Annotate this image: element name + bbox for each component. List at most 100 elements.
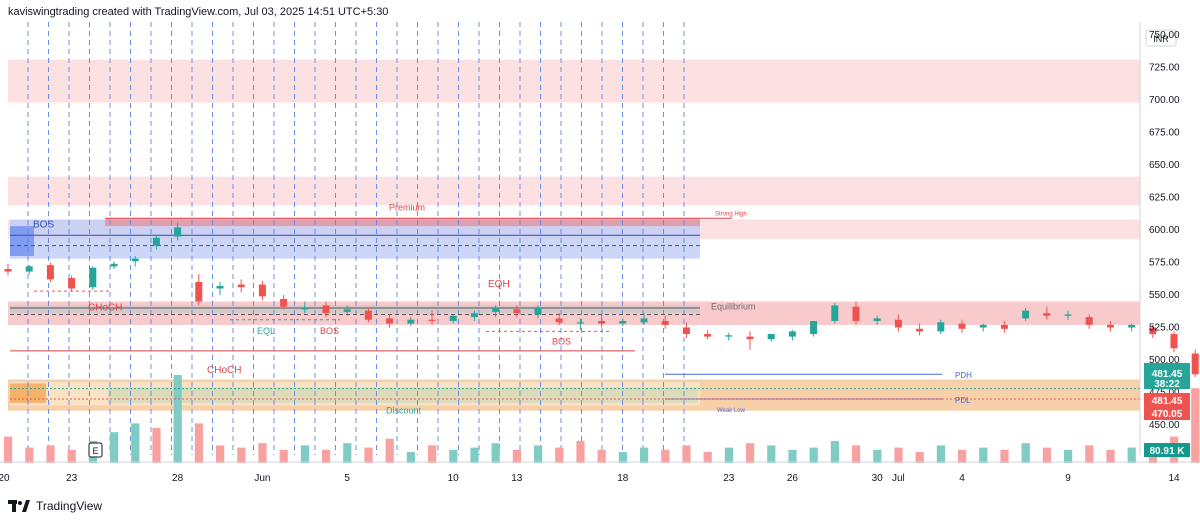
candle-body-44 [937,322,945,332]
currency-box [1145,29,1177,47]
date-tick-14: 14 [1168,473,1180,484]
price-tick-0: 750.00 [1149,30,1180,41]
currency-label: INR [1153,34,1169,44]
volume-bar-13 [279,449,288,463]
price-chart[interactable]: Premium Strong High BOS EQH CHoCH Equilibrium… [0,0,1200,495]
volume-bar-27 [576,441,585,463]
date-tick-12: 4 [959,473,965,484]
candle-body-28 [598,321,606,324]
candle-body-16 [343,309,351,312]
date-tick-3: Jun [254,473,270,484]
candle-body-20 [428,319,436,321]
date-tick-6: 13 [511,473,523,484]
candle-body-32 [682,327,690,334]
earnings-marker-icon [88,442,103,458]
price-tick-1: 725.00 [1149,63,1180,74]
candle-body-15 [322,305,330,314]
candles-layer [4,222,1199,377]
label-discount: Discount [386,405,422,415]
date-tick-11: Jul [892,473,905,484]
footer: TradingView [8,497,102,515]
zone-premium-1 [8,176,1140,206]
candle-body-24 [513,309,521,314]
candle-body-5 [110,263,118,267]
volume-bar-3 [67,449,76,463]
candle-body-51 [1085,317,1093,325]
price-tag-pdh: 481.45 [1152,396,1183,407]
candle-body-30 [640,318,648,323]
volume-bar-45 [958,449,967,463]
candle-body-53 [1128,324,1136,328]
annotation-labels: Premium Strong High BOS EQH CHoCH Equilibrium… [33,203,972,458]
price-tick-12: 450.00 [1149,420,1180,431]
volume-bar-17 [364,447,373,463]
label-choch2: CHoCH [207,365,241,376]
price-tick-3: 675.00 [1149,128,1180,139]
grid-layer [27,22,685,455]
volume-bar-2 [46,445,55,463]
volume-bar-39 [830,441,839,463]
volume-bar-10 [216,445,225,463]
candle-body-14 [301,308,309,310]
date-tick-5: 10 [448,473,460,484]
price-tick-9: 525.00 [1149,323,1180,334]
volume-bar-11 [237,447,246,463]
candle-body-55 [1170,334,1178,349]
label-choch1: CHoCH [88,303,122,314]
volume-bar-15 [322,449,331,463]
price-tag-pdl-bg [1144,406,1190,420]
volume-bar-56 [1191,388,1200,463]
candle-body-29 [619,321,627,324]
candle-body-35 [746,336,754,340]
zone-equilibrium-3 [8,301,1140,325]
volume-bar-12 [258,443,267,463]
volume-bar-24 [512,449,521,463]
volume-bar-20 [428,445,437,463]
price-tick-2: 700.00 [1149,95,1180,106]
candle-body-31 [661,321,669,325]
candle-body-18 [386,318,394,324]
price-tick-4: 650.00 [1149,160,1180,171]
candle-body-2 [46,265,54,280]
candle-body-45 [958,323,966,329]
label-bos1: BOS [33,219,54,230]
label-pdh: PDH [955,371,972,380]
volume-bar-53 [1127,447,1136,463]
order-block-origin [10,226,34,256]
volume-bar-33 [703,452,712,463]
volume-bar-29 [618,452,627,463]
price-tag-volume-bg [1144,443,1190,457]
candle-body-38 [810,321,818,334]
volume-bar-32 [682,445,691,463]
price-tag-countdown: 38:22 [1154,379,1180,390]
volume-bar-21 [449,449,458,463]
candle-body-17 [364,310,372,320]
label-premium: Premium [389,203,425,213]
date-tick-10: 30 [872,473,884,484]
label-pdl: PDL [955,396,971,405]
candle-body-9 [195,282,203,302]
volume-bar-8 [173,375,182,463]
candle-body-1 [25,266,33,272]
price-tag-countdown-bg [1144,377,1190,389]
volume-bar-52 [1106,449,1115,463]
candle-body-8 [174,227,182,237]
label-eql: EQL [257,326,275,336]
volume-bar-40 [852,445,861,463]
volume-bar-51 [1085,445,1094,463]
volume-bar-36 [767,445,776,463]
candle-body-43 [916,328,924,332]
candle-body-3 [68,278,76,289]
equilibrium-block [10,305,700,314]
price-tag-last: 481.45 [1152,369,1183,380]
label-equilibrium: Equilibrium [711,301,756,311]
chart-header: kaviswingtrading created with TradingVie… [8,6,389,18]
volume-bar-0 [4,436,13,463]
volume-bar-35 [746,443,755,463]
volume-bar-1 [25,447,34,463]
candle-body-12 [258,284,266,297]
volume-bar-48 [1021,443,1030,463]
candle-body-52 [1106,324,1114,328]
brand-text: TradingView [36,499,103,513]
